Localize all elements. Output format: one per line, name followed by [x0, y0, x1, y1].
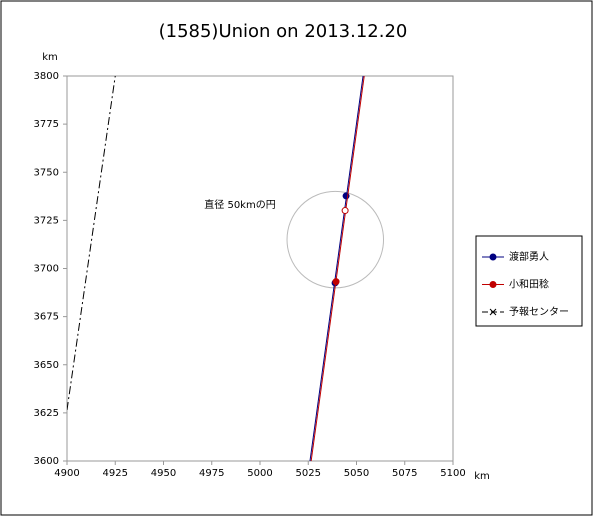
series-line	[310, 76, 365, 461]
y-tick-label: 3600	[34, 456, 59, 467]
plot-area	[66, 75, 454, 462]
x-tick-label: 5025	[296, 468, 321, 479]
circle-label: 直径 50kmの円	[204, 198, 275, 211]
x-axis-label: km	[474, 471, 490, 482]
x-tick-label: 5100	[440, 468, 465, 479]
y-tick-label: 3800	[34, 71, 59, 82]
y-axis-label: km	[42, 52, 58, 63]
legend-marker	[489, 253, 497, 261]
y-tick-label: 3625	[34, 408, 59, 419]
x-tick-label: 5050	[344, 468, 369, 479]
legend-marker	[489, 281, 497, 288]
y-tick-label: 3650	[34, 360, 59, 371]
legend-label: 予報センター	[509, 306, 569, 318]
x-tick-label: 4975	[199, 468, 224, 479]
x-tick-label: 4950	[151, 468, 176, 479]
marker	[341, 207, 349, 215]
series-line	[309, 76, 364, 461]
x-tick-label: 4900	[54, 468, 79, 479]
plot-content	[67, 76, 385, 461]
legend-label: 渡部勇人	[509, 250, 549, 263]
y-tick-label: 3775	[34, 119, 59, 130]
legend-label: 小和田稔	[509, 278, 549, 291]
y-tick-label: 3725	[34, 215, 59, 226]
x-tick-label: 5075	[392, 468, 417, 479]
y-tick-label: 3700	[34, 264, 59, 275]
x-tick-label: 4925	[103, 468, 128, 479]
y-tick-label: 3750	[34, 167, 59, 178]
x-tick-label: 5000	[247, 468, 272, 479]
legend-marker	[489, 308, 497, 316]
y-tick-label: 3675	[34, 312, 59, 323]
marker	[332, 278, 340, 286]
chart-title: (1585)Union on 2013.12.20	[159, 21, 408, 42]
